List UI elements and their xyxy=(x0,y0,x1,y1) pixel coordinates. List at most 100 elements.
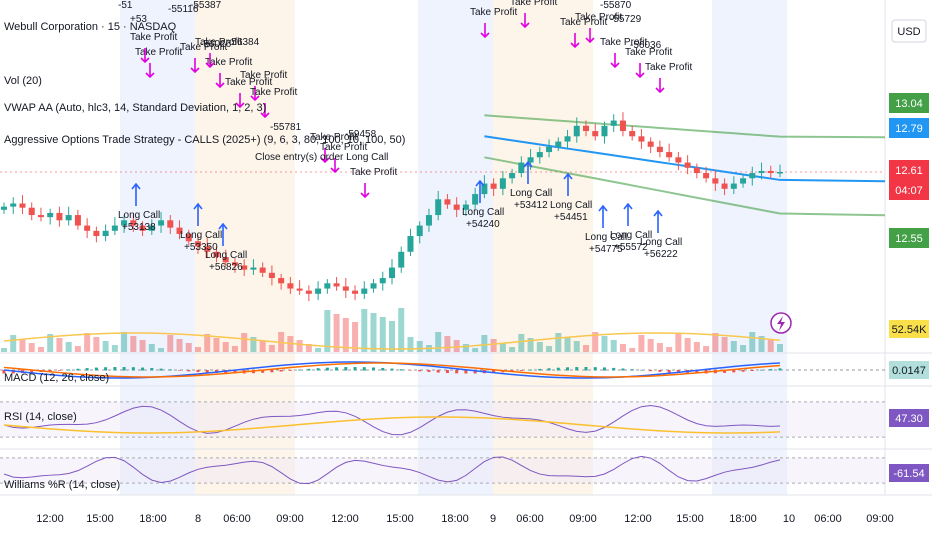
candle-body xyxy=(472,194,479,205)
entry-arrow xyxy=(193,202,203,226)
macd-histogram-bar xyxy=(150,368,154,371)
volume-bars xyxy=(1,308,783,352)
vwap-legend[interactable]: VWAP AA (Auto, hlc3, 14, Standard Deviat… xyxy=(4,102,266,114)
macd-histogram-bar xyxy=(695,370,699,374)
exit-arrow xyxy=(320,148,330,164)
volume-bar xyxy=(629,348,636,352)
candle-body xyxy=(481,183,488,195)
time-tick-label: 10 xyxy=(783,513,795,525)
volume-bar xyxy=(472,348,479,352)
volume-bar xyxy=(619,344,626,352)
exit-arrow xyxy=(145,63,155,79)
time-tick-label: 06:00 xyxy=(814,513,842,525)
volume-bar xyxy=(324,310,331,352)
candle-body xyxy=(361,288,368,294)
macd-histogram-bar xyxy=(178,370,182,371)
rsi-line xyxy=(3,405,781,436)
volume-bar xyxy=(10,335,17,352)
rsi-band-fill xyxy=(0,402,885,437)
rsi-legend[interactable]: RSI (14, close) xyxy=(4,411,77,423)
time-axis: 12:00 15:00 18:00 8 06:00 09:00 12:00 15:00 18:0… xyxy=(36,513,894,525)
take-profit-label: Take Profit xyxy=(225,77,272,88)
profit-value-label: -51 xyxy=(118,0,133,11)
time-tick-label: 18:00 xyxy=(139,513,167,525)
volume-bar xyxy=(74,346,81,352)
macd-signal-line xyxy=(3,362,781,378)
exit-arrow xyxy=(655,78,665,94)
macd-histogram-bar xyxy=(418,370,422,372)
exit-arrow xyxy=(215,73,225,89)
volume-bar xyxy=(102,341,109,352)
macd-histogram-bar xyxy=(584,367,588,371)
macd-histogram-bar xyxy=(778,368,782,371)
macd-histogram-bar xyxy=(760,369,764,371)
macd-histogram-bar xyxy=(159,368,163,371)
williams-legend[interactable]: Williams %R (14, close) xyxy=(4,479,120,491)
candle-body xyxy=(139,225,146,231)
macd-histogram-bar xyxy=(335,367,339,371)
candle-body xyxy=(65,215,72,221)
price-label-text: 12.55 xyxy=(895,233,923,245)
volume-value-badge xyxy=(889,320,929,338)
macd-histogram-bar xyxy=(639,369,643,371)
candle-body xyxy=(416,225,423,237)
volume-bar xyxy=(121,332,128,352)
volume-bar xyxy=(601,336,608,352)
macd-histogram-bar xyxy=(464,370,468,374)
candle-body xyxy=(148,225,155,231)
currency-button[interactable] xyxy=(891,19,927,43)
volume-bar xyxy=(730,341,737,352)
candle-body xyxy=(693,167,700,174)
volume-bar xyxy=(740,345,747,352)
strategy-legend[interactable]: Aggressive Options Trade Strategy - CALL… xyxy=(4,134,405,146)
candle-body xyxy=(241,265,248,270)
take-profit-label: Take Profit xyxy=(645,62,692,73)
take-profit-label: Take Profit xyxy=(250,87,297,98)
candle-body xyxy=(1,206,7,210)
candle-body xyxy=(195,241,201,247)
macd-histogram-bar xyxy=(566,367,570,371)
long-call-label: Long Call xyxy=(510,188,552,199)
macd-legend[interactable]: MACD (12, 26, close) xyxy=(4,372,109,384)
session-shade xyxy=(195,0,295,495)
profit-value-label: -59458 xyxy=(345,129,377,140)
candle-body xyxy=(287,283,294,289)
candle-body xyxy=(592,131,599,137)
vol-legend[interactable]: Vol (20) xyxy=(4,75,42,87)
candle-body xyxy=(666,152,673,158)
symbol-title[interactable]: Webull Corporation · 15 · NASDAQ xyxy=(4,21,177,33)
candle-body xyxy=(130,220,137,226)
williams-line xyxy=(3,455,781,485)
volume-bar xyxy=(333,314,340,352)
macd-histogram-bar xyxy=(353,367,357,371)
williams-value-badge xyxy=(889,464,929,482)
volume-bar xyxy=(767,340,774,352)
candle-body xyxy=(111,225,118,231)
candle-body xyxy=(638,136,645,142)
candle-body xyxy=(573,125,580,137)
macd-histogram-bar xyxy=(732,370,736,373)
candle-body xyxy=(425,215,432,226)
long-call-value: +54240 xyxy=(466,219,500,230)
long-call-label: Long Call xyxy=(550,200,592,211)
candle-body xyxy=(490,183,497,189)
long-call-value: +54451 xyxy=(554,212,588,223)
macd-histogram-bar xyxy=(2,370,6,374)
macd-histogram-bar xyxy=(288,370,292,371)
macd-histogram-bar xyxy=(769,369,773,371)
volume-bar xyxy=(712,333,719,352)
macd-histogram-bar xyxy=(667,370,671,373)
candle-body xyxy=(102,230,109,237)
volume-bar xyxy=(527,338,534,352)
volume-bar xyxy=(93,337,100,352)
volume-bar xyxy=(499,343,506,352)
macd-histogram-bar xyxy=(372,367,376,371)
candle-body xyxy=(730,183,737,189)
entry-arrow xyxy=(131,182,141,206)
macd-histogram-bar xyxy=(556,367,560,371)
price-label-badge xyxy=(889,118,929,138)
volume-bar xyxy=(361,309,368,352)
macd-histogram-bar xyxy=(575,367,579,371)
